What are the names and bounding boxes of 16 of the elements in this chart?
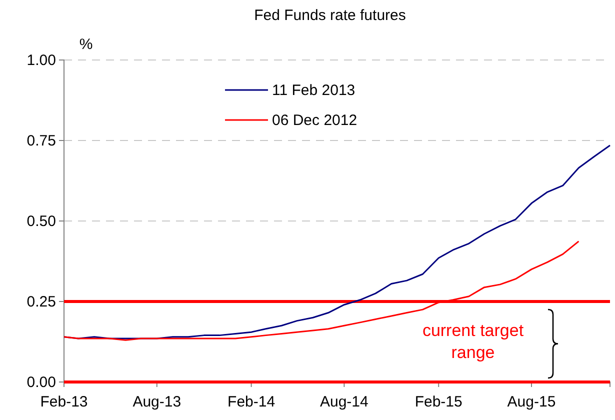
y-tick-label: 0.75 [26,132,56,150]
x-tick-label: Feb-13 [40,394,88,410]
legend-label: 11 Feb 2013 [272,82,356,99]
annotation: current target range [422,320,524,362]
legend-label: 06 Dec 2012 [272,112,358,129]
x-tick-label: Feb-14 [228,394,276,410]
chart-title: Fed Funds rate futures [254,7,406,24]
y-tick-label: 0.50 [26,212,56,230]
y-tick-label: 1.00 [26,52,56,69]
x-tick-label: Feb-15 [414,394,462,410]
y-axis-title: % [79,36,93,53]
y-tick-label: 0.25 [26,293,56,310]
x-tick-label: Aug-15 [507,394,556,410]
x-tick-label: Aug-14 [320,394,368,410]
x-tick-label: Aug-13 [132,394,182,410]
y-tick-label: 0.00 [26,374,56,391]
